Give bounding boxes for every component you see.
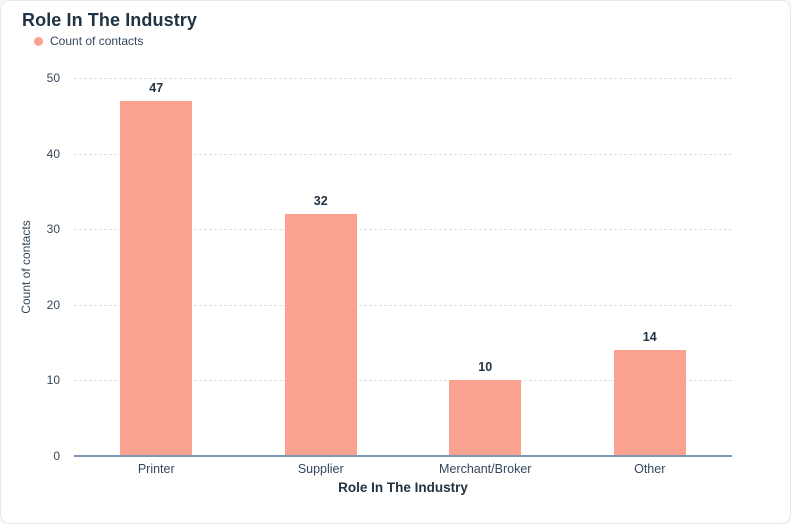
gridline <box>74 229 732 231</box>
y-tick-label: 50 <box>46 71 60 85</box>
legend-label: Count of contacts <box>50 34 144 48</box>
gridline <box>74 380 732 382</box>
x-tick-label: Supplier <box>297 462 344 476</box>
y-tick-label: 20 <box>46 297 60 312</box>
bar[interactable] <box>449 380 522 456</box>
x-tick-label: Printer <box>137 462 175 476</box>
bar-value-label: 10 <box>478 360 493 375</box>
bar[interactable] <box>284 214 357 456</box>
bar[interactable] <box>613 350 686 456</box>
chart-title: Role In The Industry <box>22 10 198 30</box>
x-tick-label: Other <box>634 462 666 476</box>
x-axis-line <box>74 455 732 457</box>
x-axis-title: Role In The Industry <box>338 480 468 495</box>
bar-value-label: 32 <box>313 194 328 209</box>
y-tick-label: 30 <box>46 222 60 237</box>
y-tick-label: 40 <box>46 146 60 161</box>
legend-item[interactable]: Count of contacts <box>34 34 143 48</box>
y-tick-label: 10 <box>46 373 60 388</box>
legend-marker-icon <box>34 36 43 46</box>
x-tick-label: Merchant/Broker <box>439 462 532 476</box>
y-tick-label: 0 <box>53 449 60 463</box>
gridline <box>74 78 732 79</box>
bar[interactable] <box>120 100 193 456</box>
gridline <box>74 304 732 306</box>
gridline <box>74 153 732 155</box>
bar-value-label: 14 <box>642 330 657 345</box>
bar-value-label: 47 <box>149 80 164 95</box>
